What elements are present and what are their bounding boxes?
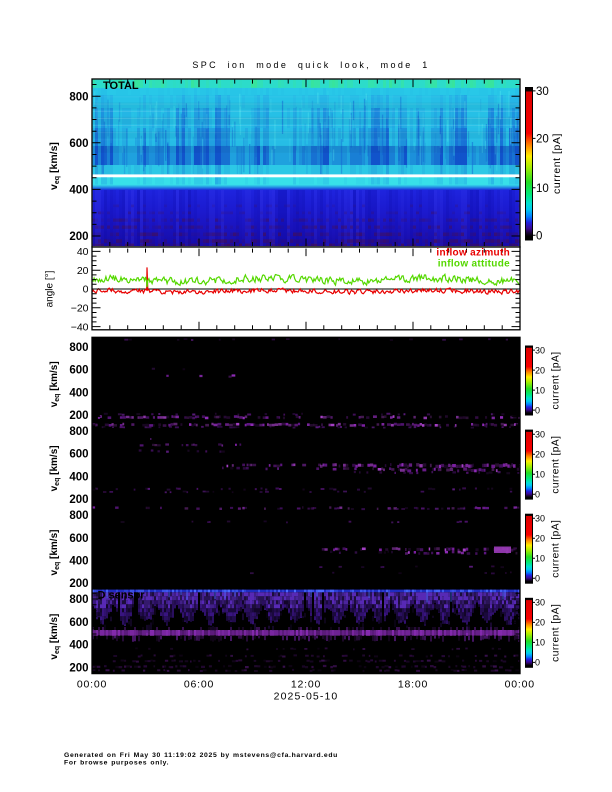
svg-text:0: 0: [535, 405, 540, 415]
svg-text:600: 600: [69, 449, 88, 461]
svg-text:200: 200: [69, 662, 88, 674]
svg-text:current [pA]: current [pA]: [551, 520, 562, 578]
svg-text:2025-05-10: 2025-05-10: [274, 691, 339, 703]
svg-text:400: 400: [69, 640, 88, 652]
svg-text:12:00: 12:00: [291, 679, 321, 691]
svg-text:800: 800: [69, 594, 88, 606]
svg-text:800: 800: [69, 342, 88, 354]
svg-text:10: 10: [535, 638, 545, 648]
svg-text:10: 10: [535, 554, 545, 564]
svg-text:current [pA]: current [pA]: [551, 604, 562, 662]
svg-text:06:00: 06:00: [184, 679, 214, 691]
svg-text:20: 20: [535, 534, 545, 544]
svg-text:800: 800: [69, 91, 88, 103]
svg-text:30: 30: [536, 86, 549, 98]
svg-text:400: 400: [69, 471, 88, 483]
svg-text:600: 600: [69, 617, 88, 629]
svg-text:400: 400: [69, 387, 88, 399]
svg-text:0: 0: [83, 284, 89, 296]
svg-text:600: 600: [69, 365, 88, 377]
svg-text:18:00: 18:00: [398, 679, 428, 691]
svg-text:For browse purposes only.: For browse purposes only.: [64, 760, 169, 767]
svg-text:20: 20: [535, 449, 545, 459]
svg-text:10: 10: [536, 183, 549, 195]
svg-text:30: 30: [535, 598, 545, 608]
svg-text:800: 800: [69, 510, 88, 522]
svg-text:0: 0: [535, 489, 540, 499]
svg-text:inflow attitude: inflow attitude: [438, 259, 510, 270]
svg-text:600: 600: [69, 533, 88, 545]
svg-text:angle [°]: angle [°]: [45, 270, 56, 307]
svg-text:D sensor: D sensor: [98, 590, 146, 602]
svg-text:40: 40: [77, 246, 89, 258]
svg-text:200: 200: [69, 410, 88, 422]
svg-text:current [pA]: current [pA]: [551, 133, 563, 194]
svg-text:20: 20: [536, 134, 549, 146]
svg-text:0: 0: [536, 230, 542, 242]
svg-text:400: 400: [69, 556, 88, 568]
svg-text:20: 20: [535, 365, 545, 375]
svg-text:200: 200: [69, 578, 88, 590]
svg-text:30: 30: [535, 514, 545, 524]
svg-text:200: 200: [69, 494, 88, 506]
svg-text:00:00: 00:00: [505, 679, 535, 691]
svg-text:00:00: 00:00: [77, 679, 107, 691]
svg-text:800: 800: [69, 426, 88, 438]
svg-text:600: 600: [69, 138, 88, 150]
svg-text:20: 20: [77, 265, 89, 277]
svg-text:0: 0: [535, 574, 540, 584]
svg-text:−40: −40: [71, 321, 89, 333]
svg-text:0: 0: [535, 658, 540, 668]
svg-text:TOTAL: TOTAL: [103, 80, 139, 92]
svg-text:10: 10: [535, 385, 545, 395]
svg-text:Generated on Fri May 30 11:19:: Generated on Fri May 30 11:19:02 2025 by…: [64, 752, 338, 759]
svg-text:current [pA]: current [pA]: [551, 351, 562, 409]
svg-text:SPC ion mode quick look, mode: SPC ion mode quick look, mode 1: [192, 60, 429, 70]
svg-text:inflow azimuth: inflow azimuth: [436, 248, 510, 259]
svg-text:10: 10: [535, 469, 545, 479]
svg-text:current [pA]: current [pA]: [551, 436, 562, 494]
svg-text:30: 30: [535, 429, 545, 439]
svg-text:20: 20: [535, 618, 545, 628]
svg-text:400: 400: [69, 185, 88, 197]
svg-text:−20: −20: [71, 303, 89, 315]
svg-text:30: 30: [535, 345, 545, 355]
svg-text:200: 200: [69, 231, 88, 243]
